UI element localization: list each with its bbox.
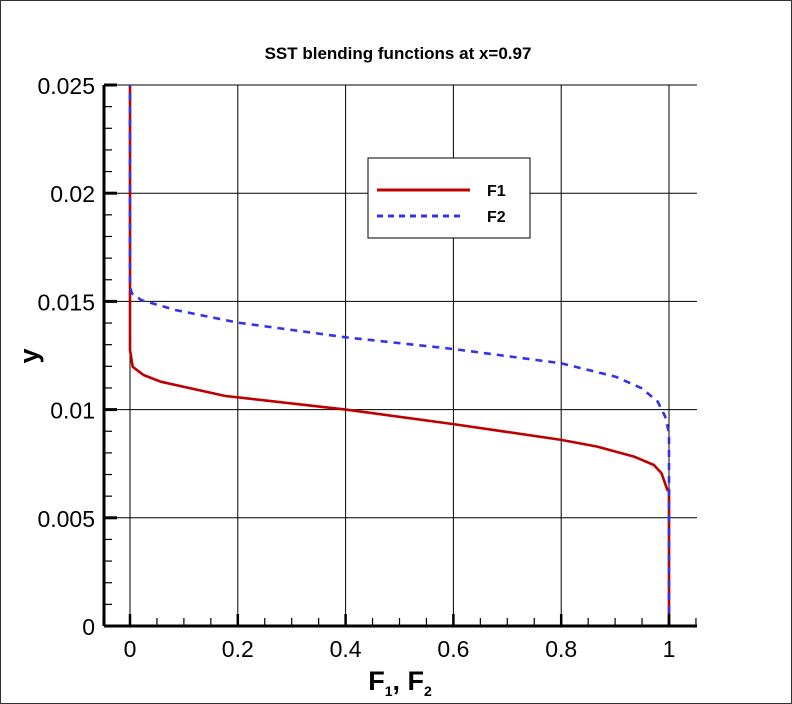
legend: F1 F2 [367, 157, 531, 239]
y-tick-label: 0.02 [50, 181, 95, 207]
legend-label-f2: F2 [487, 209, 506, 226]
x-tick-label: 0.2 [222, 636, 254, 662]
legend-label-f1: F1 [487, 183, 506, 200]
series-line-f1 [128, 85, 671, 626]
x-tick-label: 0.8 [545, 636, 577, 662]
y-tick-label: 0.015 [37, 289, 95, 315]
x-tick-label: 1 [663, 636, 676, 662]
y-tick-label: 0.005 [37, 506, 95, 532]
series-layer [128, 85, 671, 626]
y-axis-label: y [14, 348, 44, 363]
x-axis-label: F1, F2 [368, 666, 432, 699]
y-tick-label: 0 [82, 614, 95, 640]
y-tick-label: 0.025 [37, 73, 95, 99]
legend-box [367, 157, 531, 239]
x-tick-label: 0.6 [437, 636, 469, 662]
chart-title: SST blending functions at x=0.97 [265, 44, 532, 63]
axes: 0 0.2 0.4 0.6 0.8 1 0 0.005 0.01 0.015 0.02 0.025 [37, 73, 697, 662]
x-tick-label: 0 [124, 636, 137, 662]
x-tick-label: 0.4 [330, 636, 362, 662]
y-tick-label: 0.01 [50, 398, 95, 424]
